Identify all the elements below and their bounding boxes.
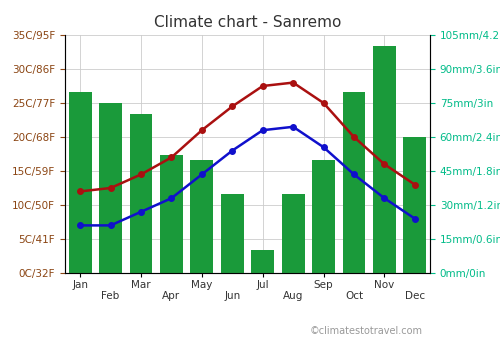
Bar (373, 46, 396, 273)
Bar (404, 137, 426, 273)
Bar (342, 92, 365, 273)
Bar (190, 160, 214, 273)
Bar (221, 194, 244, 273)
Bar (130, 114, 152, 273)
Bar (99, 103, 122, 273)
Bar (312, 160, 335, 273)
Bar (252, 250, 274, 273)
Title: Climate chart - Sanremo: Climate chart - Sanremo (154, 15, 341, 30)
Bar (160, 155, 183, 273)
Bar (69, 92, 92, 273)
Text: ©climatestotravel.com: ©climatestotravel.com (310, 326, 423, 336)
Bar (282, 194, 304, 273)
